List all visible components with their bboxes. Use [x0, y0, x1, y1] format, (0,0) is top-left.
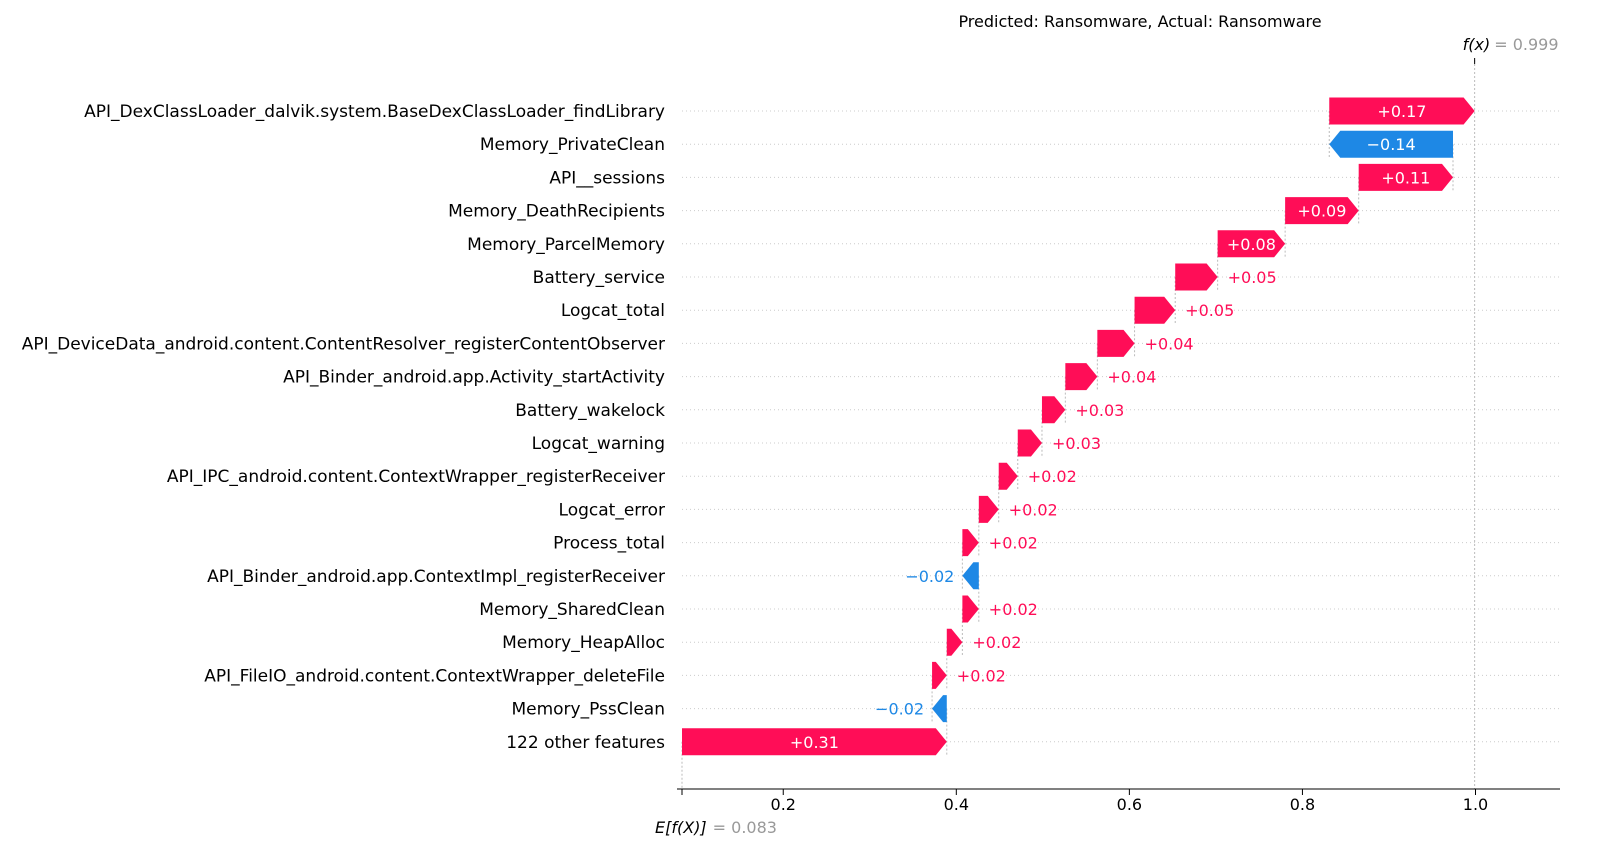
base-annotation: E[f(X)] = 0.083	[655, 818, 777, 837]
feature-name-label: Memory_ParcelMemory	[467, 235, 665, 255]
waterfall-bar	[1217, 230, 1286, 258]
waterfall-bar	[1097, 329, 1135, 357]
chart-title: Predicted: Ransomware, Actual: Ransomwar…	[958, 12, 1321, 31]
feature-name-label: API_Binder_android.app.ContextImpl_regis…	[207, 567, 665, 587]
feature-name-label: Battery_wakelock	[515, 401, 665, 421]
bar-value-label: +0.02	[989, 534, 1038, 553]
bar-value-label: +0.17	[1377, 102, 1426, 121]
base-value-label: = 0.083	[713, 818, 777, 837]
waterfall-bar	[962, 529, 979, 557]
feature-name-label: API_DeviceData_android.content.ContentRe…	[22, 334, 665, 354]
fx-value-label: = 0.999	[1494, 35, 1558, 54]
waterfall-bar	[932, 661, 947, 689]
feature-name-label: API_DexClassLoader_dalvik.system.BaseDex…	[84, 102, 665, 122]
waterfall-bar	[962, 562, 979, 590]
x-tick-label: 0.8	[1290, 795, 1315, 814]
waterfall-bar	[1041, 396, 1066, 424]
feature-name-label: Logcat_warning	[532, 434, 665, 454]
feature-name-label: Logcat_total	[561, 301, 665, 321]
waterfall-bar	[1065, 363, 1098, 391]
waterfall-bar	[1329, 97, 1475, 125]
x-tick-label: 0.6	[1117, 795, 1142, 814]
waterfall-bar	[1285, 197, 1359, 225]
feature-name-label: API_FileIO_android.content.ContextWrappe…	[204, 666, 665, 686]
waterfall-bar	[1358, 163, 1454, 191]
feature-name-label: Memory_HeapAlloc	[502, 633, 665, 653]
bar-value-label: +0.08	[1227, 235, 1276, 254]
fx-annotation: f(x) = 0.999	[1463, 35, 1559, 54]
feature-name-label: Memory_SharedClean	[479, 600, 665, 620]
bar-value-label: +0.31	[790, 733, 839, 752]
bar-value-label: +0.09	[1297, 202, 1346, 221]
feature-name-label: Logcat_error	[559, 500, 665, 520]
waterfall-bar	[1329, 130, 1454, 158]
waterfall-bar	[946, 628, 963, 656]
waterfall-bar	[962, 595, 979, 623]
fx-label: f(x)	[1463, 35, 1491, 54]
waterfall-bar	[932, 695, 947, 723]
bar-value-label: +0.02	[989, 600, 1038, 619]
x-tick-label: 1.0	[1463, 795, 1488, 814]
feature-name-label: Process_total	[553, 534, 665, 554]
feature-name-label: Memory_DeathRecipients	[448, 202, 665, 222]
x-tick-label: 0.4	[944, 795, 969, 814]
waterfall-bar	[1175, 263, 1218, 291]
waterfall-bar	[1017, 429, 1042, 457]
feature-name-label: API_IPC_android.content.ContextWrapper_r…	[167, 467, 665, 487]
bar-value-label: −0.02	[875, 700, 924, 719]
waterfall-bar	[1134, 296, 1176, 324]
bar-value-label: +0.02	[1028, 467, 1077, 486]
bar-value-label: −0.14	[1367, 135, 1416, 154]
bar-value-label: +0.02	[957, 666, 1006, 685]
waterfall-bar	[682, 728, 947, 756]
bar-value-label: −0.02	[905, 567, 954, 586]
bar-value-label: +0.04	[1145, 334, 1194, 353]
bar-value-label: +0.05	[1228, 268, 1277, 287]
feature-name-label: API__sessions	[549, 168, 665, 188]
feature-name-label: API_Binder_android.app.Activity_startAct…	[283, 368, 665, 388]
feature-name-label: Memory_PrivateClean	[480, 135, 665, 155]
base-label: E[f(X)]	[655, 818, 707, 837]
x-tick-label: 0.2	[771, 795, 796, 814]
bar-value-label: +0.05	[1185, 301, 1234, 320]
bar-value-label: +0.03	[1075, 401, 1124, 420]
bar-value-label: +0.03	[1052, 434, 1101, 453]
bar-value-label: +0.02	[1009, 500, 1058, 519]
feature-name-label: Battery_service	[533, 268, 665, 288]
bar-value-label: +0.02	[972, 633, 1021, 652]
waterfall-bar	[998, 462, 1018, 490]
feature-name-label: 122 other features	[506, 733, 665, 753]
feature-name-label: Memory_PssClean	[511, 700, 665, 720]
bar-value-label: +0.11	[1381, 168, 1430, 187]
waterfall-bar	[978, 495, 999, 523]
bar-value-label: +0.04	[1107, 368, 1156, 387]
